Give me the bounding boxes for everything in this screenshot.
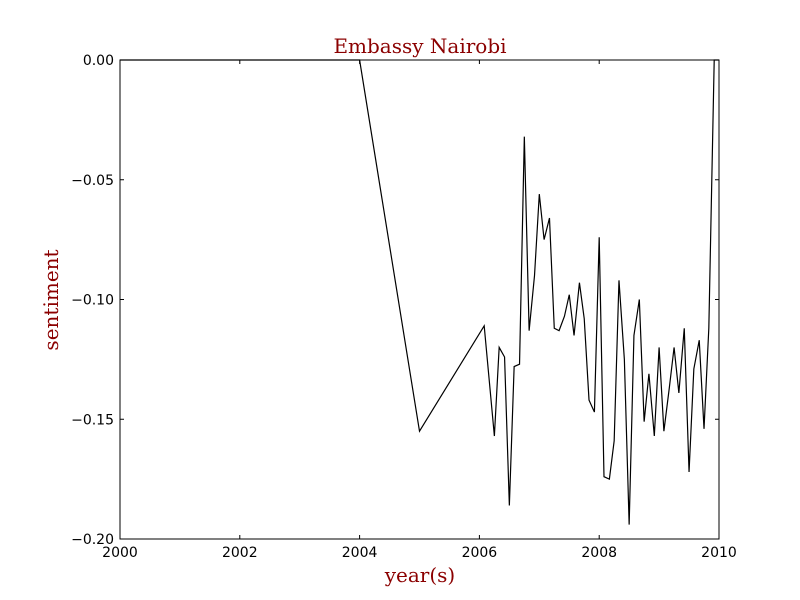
y-tick-label: −0.15 [71,412,114,428]
plot-area: 2000 2002 2004 2006 2008 2010 0.00 −0.05 −0.10 −0… [71,53,737,561]
series-line-0 [120,59,719,525]
y-tick-label: −0.20 [71,532,114,548]
y-axis-label: sentiment [39,249,63,350]
x-tick-label: 2008 [581,545,617,561]
y-tick-label: −0.05 [71,173,114,189]
x-axis-label: year(s) [384,563,456,587]
x-tick-label: 2010 [701,545,737,561]
x-tick-label: 2002 [222,545,258,561]
chart-title: Embassy Nairobi [333,34,506,58]
x-tick-label: 2004 [342,545,378,561]
y-tick-label: 0.00 [83,53,114,69]
x-tick-label: 2000 [102,545,138,561]
x-tick-label: 2006 [462,545,498,561]
y-tick-label: −0.10 [71,293,114,309]
